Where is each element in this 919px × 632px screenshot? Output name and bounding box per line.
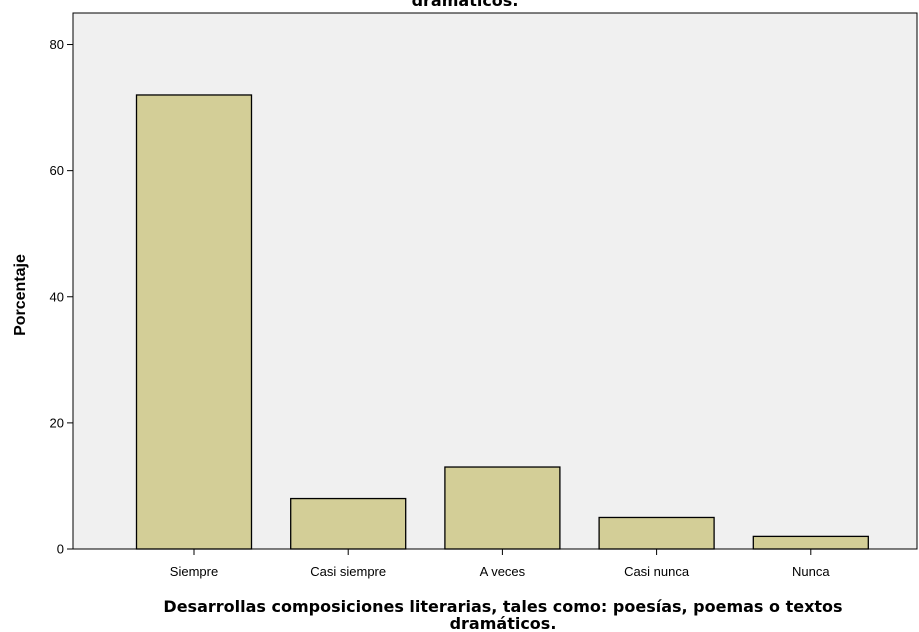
- y-axis-label: Porcentaje: [12, 254, 29, 336]
- chart-title: dramáticos.: [412, 0, 519, 10]
- y-tick-label: 20: [50, 415, 64, 430]
- bar: [444, 466, 561, 550]
- x-tick-label: Casi siempre: [310, 564, 386, 579]
- bar: [290, 497, 407, 550]
- bar: [752, 535, 869, 550]
- bar: [135, 94, 253, 550]
- bar: [598, 516, 715, 550]
- y-tick-label: 80: [50, 37, 64, 52]
- x-axis-label-line-1: Desarrollas composiciones literarias, ta…: [163, 597, 842, 616]
- y-tick-label: 60: [50, 163, 64, 178]
- x-tick-label: Siempre: [170, 564, 218, 579]
- x-axis-label-line-2: dramáticos.: [450, 614, 557, 632]
- x-tick-label: A veces: [480, 564, 526, 579]
- y-tick-label: 0: [57, 542, 64, 557]
- y-tick-label: 40: [50, 289, 64, 304]
- y-axis-ticks: 0 20 40 60 80: [50, 37, 73, 557]
- bars: [135, 94, 869, 550]
- x-tick-label: Nunca: [792, 564, 830, 579]
- x-axis-ticks: Siempre Casi siempre A veces Casi nunca Nunc…: [170, 549, 830, 579]
- x-tick-label: Casi nunca: [624, 564, 690, 579]
